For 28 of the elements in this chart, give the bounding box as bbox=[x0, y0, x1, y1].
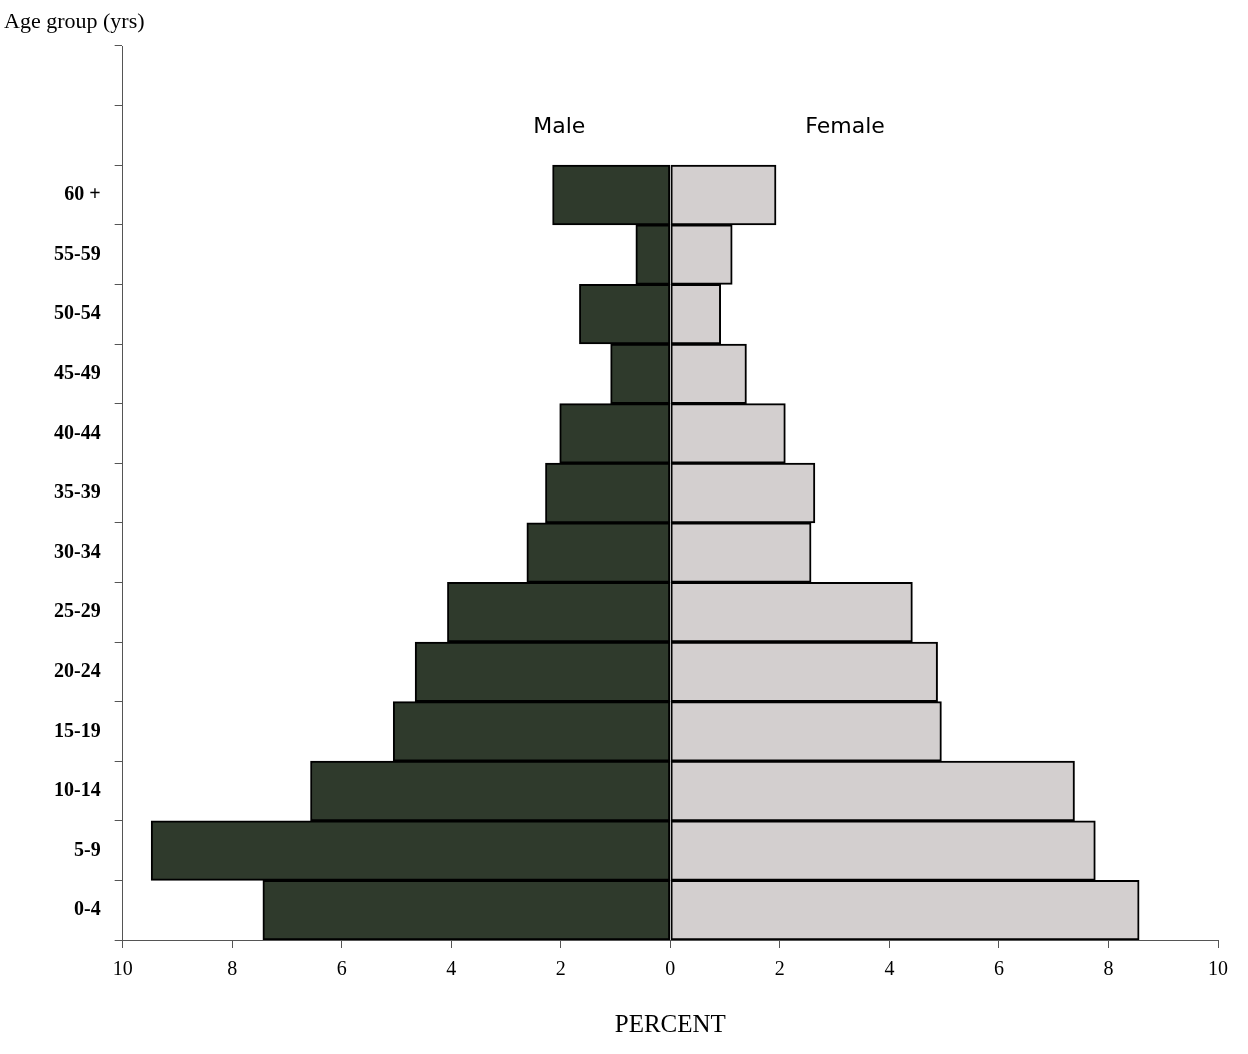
x-tick-label: 4 bbox=[446, 957, 457, 980]
y-tick-label: 60 + bbox=[64, 182, 101, 205]
x-tick-label: 6 bbox=[993, 957, 1004, 980]
x-tick-label: 8 bbox=[1103, 957, 1114, 980]
y-tick-label: 40-44 bbox=[53, 420, 101, 443]
x-tick-label: 6 bbox=[336, 957, 347, 980]
x-tick-label: 10 bbox=[112, 957, 133, 980]
y-tick-label: 30-34 bbox=[53, 539, 101, 562]
x-tick-label: 8 bbox=[227, 957, 238, 980]
y-tick-label: 15-19 bbox=[53, 718, 101, 741]
y-tick-label: 0-4 bbox=[73, 897, 101, 920]
x-tick-label: 2 bbox=[774, 957, 785, 980]
y-tick-label: 45-49 bbox=[53, 360, 101, 383]
y-tick-label: 10-14 bbox=[53, 778, 101, 801]
x-tick-label: 0 bbox=[665, 957, 676, 980]
x-axis-title: PERCENT bbox=[614, 1009, 726, 1037]
x-tick-label: 4 bbox=[884, 957, 895, 980]
y-tick-label: 5-9 bbox=[73, 837, 101, 860]
y-tick-label: 35-39 bbox=[53, 480, 101, 503]
series-label: Female bbox=[805, 113, 885, 139]
y-tick-label: 50-54 bbox=[53, 301, 101, 324]
y-tick-label: 55-59 bbox=[53, 241, 101, 264]
series-label: Male bbox=[533, 113, 586, 139]
x-tick-label: 10 bbox=[1208, 957, 1228, 980]
y-tick-label: 20-24 bbox=[53, 658, 101, 681]
y-tick-label: 25-29 bbox=[53, 599, 101, 622]
y-axis-title: Age group (yrs) bbox=[4, 7, 145, 33]
x-tick-label: 2 bbox=[555, 957, 566, 980]
